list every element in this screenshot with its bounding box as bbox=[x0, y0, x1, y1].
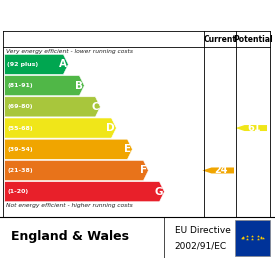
Polygon shape bbox=[5, 54, 68, 75]
Text: C: C bbox=[91, 102, 99, 112]
Polygon shape bbox=[5, 139, 132, 159]
Text: (21-38): (21-38) bbox=[7, 168, 33, 173]
Text: B: B bbox=[75, 80, 83, 91]
Text: (92 plus): (92 plus) bbox=[7, 62, 39, 67]
Text: (39-54): (39-54) bbox=[7, 147, 33, 152]
Polygon shape bbox=[5, 182, 164, 202]
Text: Current: Current bbox=[203, 35, 236, 44]
Polygon shape bbox=[5, 118, 116, 138]
FancyBboxPatch shape bbox=[235, 220, 270, 256]
Text: G: G bbox=[155, 187, 163, 197]
Text: Energy Efficiency Rating: Energy Efficiency Rating bbox=[8, 8, 210, 23]
Polygon shape bbox=[5, 76, 84, 96]
Text: 61: 61 bbox=[247, 123, 261, 133]
Text: England & Wales: England & Wales bbox=[11, 230, 129, 243]
Text: 24: 24 bbox=[214, 165, 228, 175]
Polygon shape bbox=[235, 125, 267, 131]
Text: F: F bbox=[140, 165, 147, 175]
Text: (69-80): (69-80) bbox=[7, 104, 33, 109]
Text: (1-20): (1-20) bbox=[7, 189, 29, 194]
Text: E: E bbox=[124, 144, 131, 154]
Text: EU Directive: EU Directive bbox=[175, 226, 230, 235]
Text: D: D bbox=[106, 123, 115, 133]
Text: Potential: Potential bbox=[233, 35, 273, 44]
Text: A: A bbox=[59, 59, 67, 69]
Polygon shape bbox=[5, 97, 100, 117]
Text: 2002/91/EC: 2002/91/EC bbox=[175, 241, 227, 250]
Text: (81-91): (81-91) bbox=[7, 83, 33, 88]
Text: Very energy efficient - lower running costs: Very energy efficient - lower running co… bbox=[6, 49, 133, 54]
Text: (55-68): (55-68) bbox=[7, 126, 33, 131]
Polygon shape bbox=[5, 160, 149, 181]
Polygon shape bbox=[202, 167, 234, 173]
Text: Not energy efficient - higher running costs: Not energy efficient - higher running co… bbox=[6, 203, 133, 208]
